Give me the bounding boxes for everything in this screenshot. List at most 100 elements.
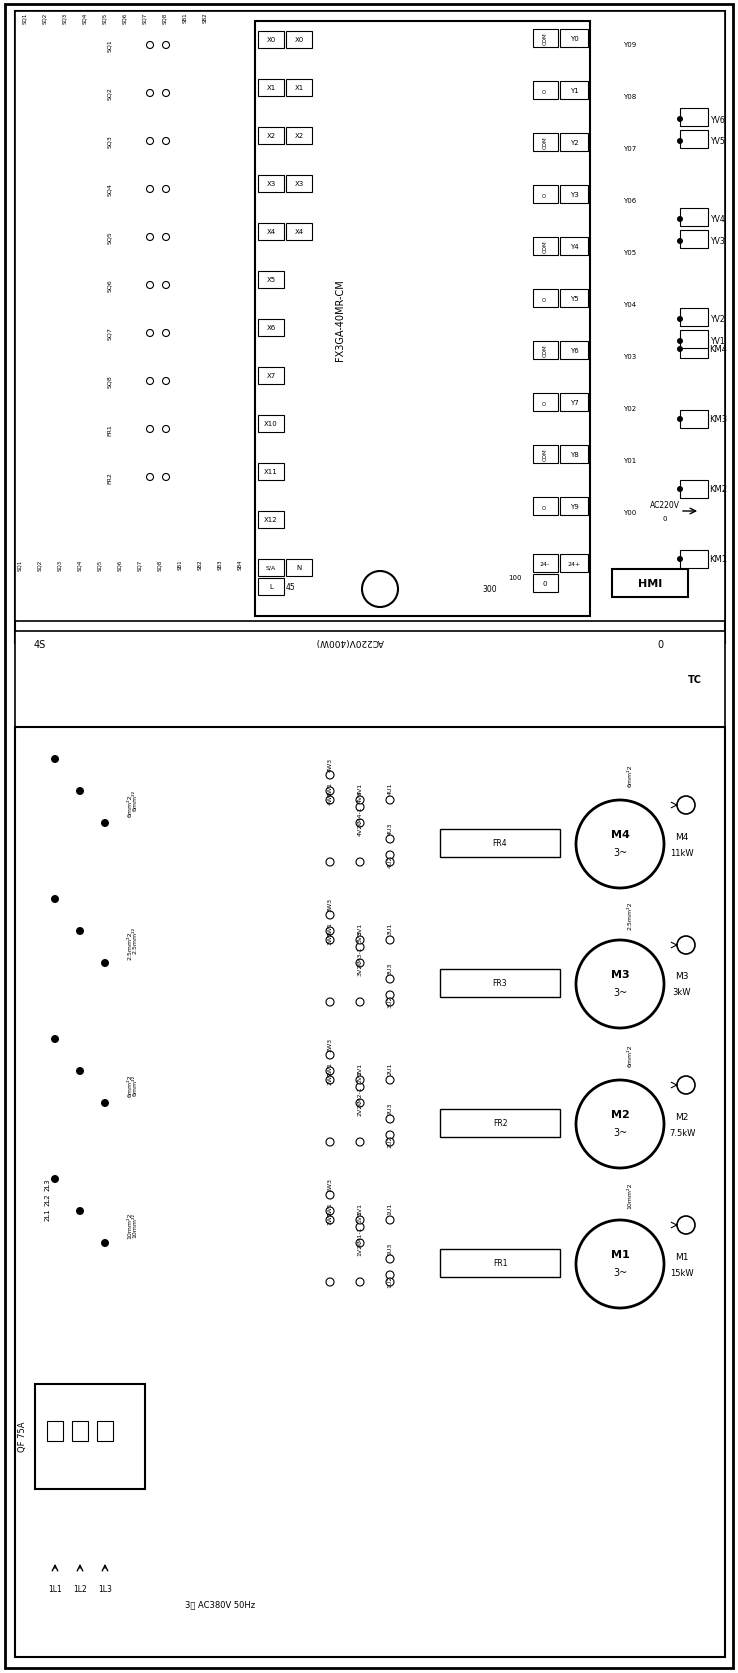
Text: FR2: FR2: [493, 1119, 507, 1128]
Text: M1: M1: [675, 1251, 689, 1261]
Circle shape: [677, 417, 683, 423]
Bar: [680, 412, 708, 428]
Text: X10: X10: [264, 420, 278, 427]
Circle shape: [162, 283, 170, 289]
Text: 6mm²2: 6mm²2: [128, 1074, 133, 1097]
Circle shape: [147, 473, 154, 482]
Circle shape: [356, 1278, 364, 1287]
Text: X3: X3: [266, 181, 275, 187]
Text: 3~: 3~: [613, 1266, 627, 1276]
Text: SQ7: SQ7: [142, 12, 148, 23]
Bar: [680, 331, 708, 348]
Circle shape: [101, 820, 109, 828]
Bar: [560, 238, 588, 256]
Text: KM4-1: KM4-1: [357, 806, 362, 825]
Circle shape: [356, 999, 364, 1007]
Text: Y07: Y07: [624, 146, 637, 152]
Bar: [560, 445, 588, 463]
Circle shape: [386, 796, 394, 805]
Circle shape: [386, 1271, 394, 1280]
Text: 1L3: 1L3: [98, 1584, 112, 1594]
Bar: [680, 341, 708, 358]
Text: YV6: YV6: [711, 115, 725, 124]
Text: 4W2: 4W2: [328, 790, 333, 805]
Circle shape: [76, 1208, 84, 1215]
Text: X1: X1: [266, 85, 275, 90]
Text: 45: 45: [285, 582, 295, 591]
Text: Y0: Y0: [570, 37, 579, 42]
Circle shape: [356, 858, 364, 867]
Text: O: O: [542, 505, 548, 509]
Text: 1V3: 1V3: [357, 1210, 362, 1223]
Text: 0: 0: [663, 515, 667, 522]
Bar: [680, 109, 708, 127]
Text: SQ1: SQ1: [108, 40, 112, 52]
Circle shape: [386, 1138, 394, 1146]
Text: Y8: Y8: [570, 452, 579, 458]
Circle shape: [51, 1176, 59, 1183]
Bar: [560, 82, 588, 100]
Bar: [560, 30, 588, 49]
Text: 3W1: 3W1: [328, 922, 333, 935]
Text: KM2-1: KM2-1: [357, 1086, 362, 1106]
Circle shape: [326, 1051, 334, 1059]
Text: 3U2: 3U2: [387, 995, 393, 1007]
Bar: [560, 134, 588, 152]
Text: SQ4: SQ4: [77, 559, 83, 570]
Text: 4W1: 4W1: [328, 781, 333, 796]
Text: X4: X4: [266, 229, 275, 234]
Circle shape: [677, 1216, 695, 1235]
Circle shape: [356, 1138, 364, 1146]
Text: 24-: 24-: [540, 560, 550, 565]
Circle shape: [677, 340, 683, 345]
Text: O: O: [542, 192, 548, 197]
Text: 2L1: 2L1: [45, 1208, 51, 1221]
Text: X0: X0: [266, 37, 275, 43]
Circle shape: [147, 42, 154, 50]
Text: Y7: Y7: [570, 400, 579, 407]
Bar: [533, 134, 558, 152]
Text: FR3: FR3: [493, 979, 507, 989]
Bar: [533, 574, 558, 592]
Text: KM1: KM1: [709, 555, 727, 564]
Text: YV4: YV4: [711, 216, 725, 224]
Circle shape: [76, 927, 84, 935]
Text: 4U2: 4U2: [387, 855, 393, 868]
Circle shape: [326, 1278, 334, 1287]
Circle shape: [356, 1223, 364, 1231]
Text: Y9: Y9: [570, 504, 579, 510]
Circle shape: [356, 803, 364, 811]
Bar: [680, 550, 708, 569]
Circle shape: [147, 330, 154, 338]
Text: 4V3: 4V3: [357, 790, 362, 803]
Text: 10mm²2: 10mm²2: [128, 1211, 133, 1238]
Circle shape: [677, 239, 683, 244]
Bar: [258, 320, 284, 336]
Circle shape: [386, 937, 394, 945]
Circle shape: [326, 771, 334, 780]
Text: 6mm²2: 6mm²2: [627, 1044, 632, 1067]
Text: 2L2: 2L2: [45, 1193, 51, 1206]
Circle shape: [147, 90, 154, 97]
Circle shape: [677, 139, 683, 146]
Bar: [258, 579, 284, 596]
Text: 2.5mm²²: 2.5mm²²: [133, 925, 137, 954]
Text: S/A: S/A: [266, 565, 276, 570]
Circle shape: [326, 937, 334, 945]
Text: SQ3: SQ3: [63, 12, 67, 23]
Bar: [680, 209, 708, 228]
Circle shape: [576, 940, 664, 1029]
Text: Y02: Y02: [624, 407, 637, 412]
Text: M1: M1: [610, 1250, 630, 1260]
Bar: [533, 497, 558, 515]
Text: 100: 100: [508, 574, 522, 581]
Bar: [286, 560, 312, 577]
Bar: [97, 1420, 113, 1440]
Text: SQ6: SQ6: [117, 559, 123, 570]
Text: YV5: YV5: [711, 137, 725, 147]
Text: SQ1: SQ1: [22, 12, 27, 23]
Text: YV3: YV3: [711, 238, 725, 246]
Bar: [560, 555, 588, 572]
Text: Y00: Y00: [624, 510, 637, 515]
Circle shape: [386, 1131, 394, 1139]
